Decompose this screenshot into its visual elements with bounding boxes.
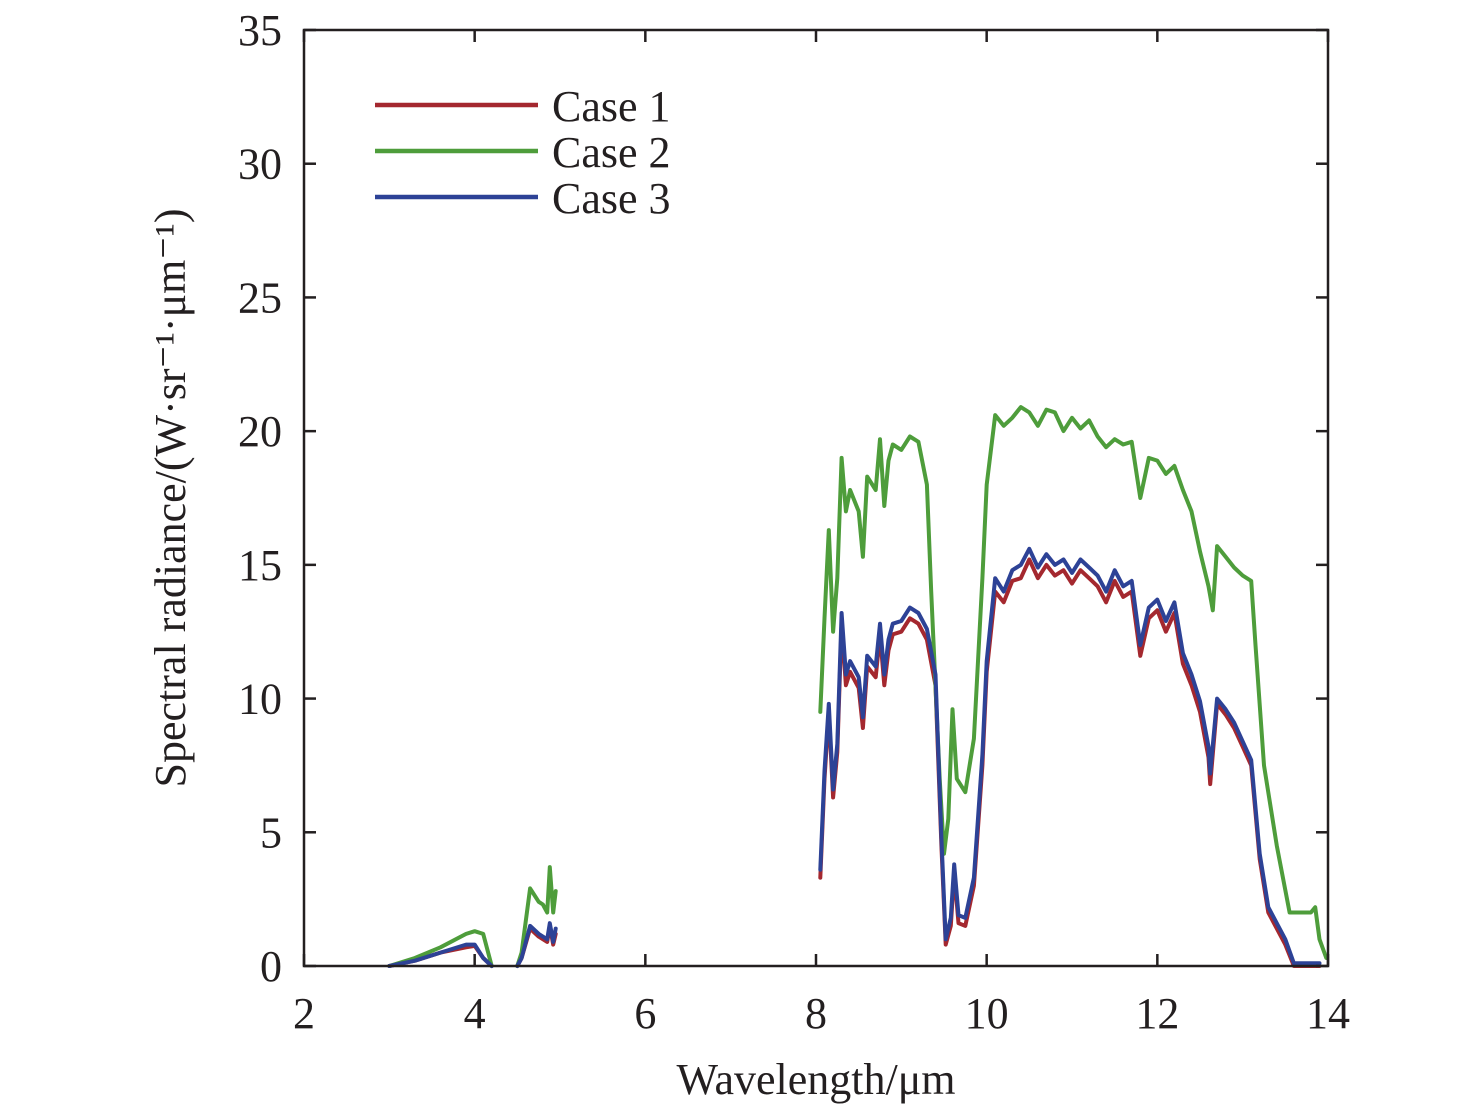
- series-case-3: [387, 546, 1322, 968]
- legend-label: Case 1: [552, 82, 671, 131]
- series-line: [818, 546, 1322, 966]
- y-tick-label: 10: [238, 675, 282, 724]
- series-case-2: [387, 405, 1329, 968]
- series-line: [818, 405, 1329, 960]
- y-tick-label: 30: [238, 140, 282, 189]
- series-layer: [387, 405, 1329, 968]
- series-line: [515, 921, 558, 968]
- y-axis-title: Spectral radiance/(W·sr⁻¹·μm⁻¹): [146, 209, 195, 788]
- x-tick-label: 10: [965, 989, 1009, 1038]
- y-tick-label: 35: [238, 6, 282, 55]
- y-tick-label: 0: [260, 942, 282, 991]
- x-tick-label: 4: [464, 989, 486, 1038]
- series-line: [387, 942, 494, 968]
- x-tick-label: 12: [1135, 989, 1179, 1038]
- x-tick-label: 14: [1306, 989, 1350, 1038]
- x-tick-label: 2: [293, 989, 315, 1038]
- y-tick-label: 25: [238, 273, 282, 322]
- plot-frame: [302, 28, 1330, 968]
- y-tick-label: 20: [238, 407, 282, 456]
- series-line: [515, 865, 558, 968]
- series-line: [818, 557, 1322, 968]
- y-tick-label: 15: [238, 541, 282, 590]
- legend-label: Case 2: [552, 128, 671, 177]
- x-axis-title: Wavelength/μm: [676, 1055, 955, 1104]
- legend-label: Case 3: [552, 174, 671, 223]
- x-tick-label: 6: [634, 989, 656, 1038]
- series-line: [387, 929, 494, 968]
- ticks-layer: 2 4 6 8 10 12 14 0 5 10 15 20 25 30 35: [238, 6, 1350, 1038]
- y-tick-label: 5: [260, 808, 282, 857]
- x-tick-label: 8: [805, 989, 827, 1038]
